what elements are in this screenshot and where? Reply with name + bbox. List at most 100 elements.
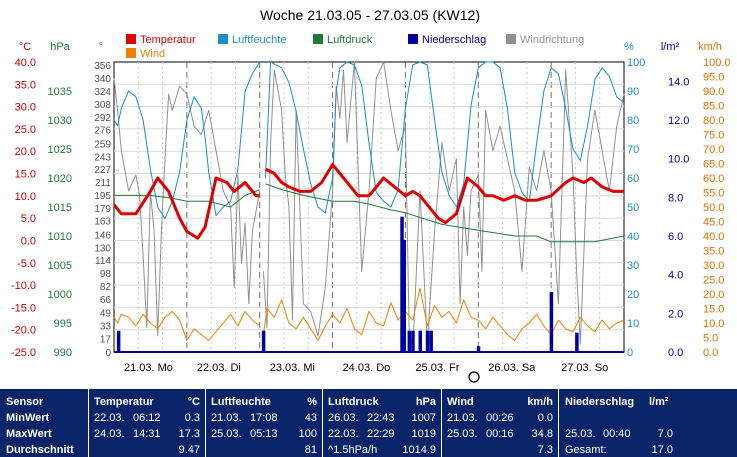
wind-max-time: 00:16 xyxy=(486,428,514,440)
right-axes: 100908070605040302010014.012.010.08.06.0… xyxy=(627,57,731,359)
axis-unit-labels: °C hPa °% l/m² km/h xyxy=(19,41,722,53)
weather-chart: Woche 21.03.05 - 27.03.05 (KW12) Tempera… xyxy=(11,7,731,383)
axis-unit-label: hPa xyxy=(50,41,70,53)
humidity-tick-label: 50 xyxy=(627,202,639,214)
wind-tick-label: 95.0 xyxy=(703,72,724,84)
header-precipitation: Niederschlag xyxy=(565,396,635,408)
temperature-tick-label: 0.0 xyxy=(21,235,36,247)
pressure-tick-label: 1030 xyxy=(48,115,72,127)
wind-avg-value: 7.3 xyxy=(537,444,553,456)
humidity-tick-label: 0 xyxy=(627,347,633,359)
wind-tick-label: 85.0 xyxy=(703,101,724,113)
wind-tick-label: 55.0 xyxy=(703,188,724,200)
wind-max-value: 34.8 xyxy=(531,428,553,440)
wind-min-time: 00:26 xyxy=(486,412,514,424)
press-min-value: 1007 xyxy=(411,412,436,424)
header-humidity: Luftfeuchte xyxy=(211,396,271,408)
humidity-tick-label: 60 xyxy=(627,173,639,185)
precipitation-tick-label: 8.0 xyxy=(668,192,683,204)
table-col-sensor: Sensor MinWert MaxWert Durchschnitt xyxy=(0,389,89,457)
precipitation-bar xyxy=(411,330,415,352)
direction-tick-label: 340 xyxy=(94,74,111,85)
press-max-time: 22:29 xyxy=(367,428,395,440)
rain-total-label: Gesamt: xyxy=(565,444,607,456)
hum-max-value: 100 xyxy=(298,428,317,440)
axis-unit-label: l/m² xyxy=(661,41,680,53)
header-wind-unit: km/h xyxy=(527,396,553,408)
x-tick-label: 21.03. Mo xyxy=(124,362,173,374)
x-tick-labels: 21.03. Mo 22.03. Di 23.03. Mi 24.03. Do 25.0… xyxy=(124,362,608,374)
table-col-temperature: Temperatur °C 22.03. 06:12 0.3 24.03. 14… xyxy=(89,389,206,457)
direction-tick-label: 195 xyxy=(94,191,111,202)
header-temperature: Temperatur xyxy=(94,396,154,408)
precipitation-tick-label: 6.0 xyxy=(668,231,683,243)
table-col-pressure: Luftdruck hPa 26.03. 22:43 1007 22.03. 2… xyxy=(323,389,442,457)
direction-tick-label: 356 xyxy=(94,61,111,72)
direction-tick-label: 0 xyxy=(105,348,111,359)
temp-max-value: 17.3 xyxy=(178,428,200,440)
hum-avg-value: 81 xyxy=(304,444,317,456)
precipitation-bar xyxy=(402,239,406,352)
legend-swatch xyxy=(126,34,136,44)
wind-min-value: 0.0 xyxy=(537,412,553,424)
temp-min-time: 06:12 xyxy=(133,412,161,424)
rain-max-value: 7.0 xyxy=(657,428,673,440)
pressure-tick-label: 1000 xyxy=(48,289,72,301)
header-temperature-unit: °C xyxy=(187,396,200,408)
wind-max-date: 25.03. xyxy=(447,428,478,440)
direction-tick-label: 227 xyxy=(94,165,111,176)
temperature-tick-label: 30.0 xyxy=(15,102,36,114)
direction-tick-label: 211 xyxy=(95,178,111,189)
humidity-tick-label: 70 xyxy=(627,144,639,156)
humidity-tick-label: 90 xyxy=(627,86,639,98)
direction-tick-label: 276 xyxy=(94,126,111,137)
precipitation-bar xyxy=(116,330,121,352)
rain-total-value: 17.0 xyxy=(651,444,673,456)
temperatur-series xyxy=(112,163,624,240)
pressure-tick-label: 1005 xyxy=(48,260,72,272)
wind-tick-label: 65.0 xyxy=(703,159,724,171)
precipitation-tick-label: 0.0 xyxy=(668,347,683,359)
humidity-tick-label: 100 xyxy=(627,57,645,69)
table-col-humidity: Luftfeuchte % 21.03. 17:08 43 25.03. 05:… xyxy=(206,389,323,457)
pressure-tick-label: 1010 xyxy=(48,231,72,243)
precipitation-bar xyxy=(549,292,554,352)
wind-series xyxy=(113,287,625,341)
press-min-date: 26.03. xyxy=(328,412,359,424)
header-sensor: Sensor xyxy=(6,396,44,408)
x-tick-label: 26.03. Sa xyxy=(488,362,536,374)
press-avg-value: 1014.9 xyxy=(402,444,436,456)
hum-min-date: 21.03. xyxy=(211,412,242,424)
wind-tick-label: 50.0 xyxy=(703,202,724,214)
row-label-avg: Durchschnitt xyxy=(6,444,74,456)
pressure-tick-label: 995 xyxy=(54,318,72,330)
precipitation-bar xyxy=(418,330,422,352)
direction-tick-label: 114 xyxy=(95,256,111,267)
legend-label: Temperatur xyxy=(140,34,196,46)
temp-min-value: 0.3 xyxy=(184,412,200,424)
wind-tick-label: 0.0 xyxy=(703,347,718,359)
hum-min-value: 43 xyxy=(304,412,317,424)
x-tick-label: 22.03. Di xyxy=(197,362,241,374)
precipitation-bar xyxy=(407,330,412,352)
wind-tick-label: 75.0 xyxy=(703,130,724,142)
scroll-circle-icon[interactable] xyxy=(468,371,480,383)
press-max-value: 1019 xyxy=(411,428,436,440)
humidity-tick-label: 30 xyxy=(627,260,639,272)
temperature-tick-label: -20.0 xyxy=(11,325,36,337)
direction-tick-label: 308 xyxy=(94,100,111,111)
direction-tick-label: 98 xyxy=(100,269,112,280)
hum-min-time: 17:08 xyxy=(250,412,278,424)
wind-tick-label: 90.0 xyxy=(703,86,724,98)
press-trend: ^1.5hPa/h xyxy=(328,444,378,456)
temp-avg-value: 9.47 xyxy=(178,444,200,456)
row-label-max: MaxWert xyxy=(6,428,52,440)
temperature-tick-label: 15.0 xyxy=(15,169,36,181)
temp-min-date: 22.03. xyxy=(94,412,125,424)
table-col-precipitation: Niederschlag l/m² 25.03. 00:40 7.0 Gesam… xyxy=(559,389,737,457)
temperature-tick-label: 25.0 xyxy=(15,124,36,136)
precipitation-tick-label: 2.0 xyxy=(668,308,683,320)
data-series xyxy=(112,61,625,353)
wind-tick-label: 40.0 xyxy=(703,231,724,243)
precipitation-tick-label: 4.0 xyxy=(668,270,683,282)
